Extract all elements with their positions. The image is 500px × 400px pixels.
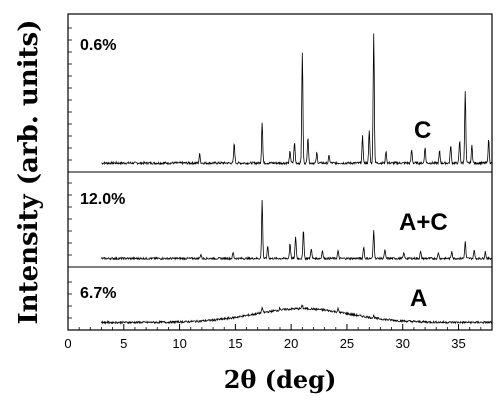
y-minor-ticks (68, 27, 72, 319)
x-axis-title: 2θ (deg) (224, 365, 337, 394)
panel-3-phase-label: A (410, 285, 427, 312)
x-tick-label: 10 (172, 336, 186, 351)
x-tick-label: 35 (451, 336, 465, 351)
panel-3-trace (101, 304, 493, 325)
panel-2-phase-label: A+C (399, 209, 448, 236)
x-tick-label: 20 (284, 336, 298, 351)
panel-2-percent-label: 12.0% (80, 191, 125, 208)
panel-2-trace (101, 199, 493, 261)
x-axis-ticks: 0 5 10 15 20 25 30 35 (64, 324, 482, 351)
x-tick-label: 15 (228, 336, 242, 351)
panel-1-trace (101, 33, 493, 166)
panel-1-phase-label: C (414, 117, 431, 144)
x-tick-label: 0 (64, 336, 71, 351)
y-axis-title: Intensity (arb. units) (14, 20, 44, 325)
x-tick-label: 5 (120, 336, 127, 351)
panel-3-percent-label: 6.7% (80, 285, 116, 302)
x-tick-label: 30 (396, 336, 410, 351)
panel-1-percent-label: 0.6% (80, 37, 116, 54)
diffraction-traces (101, 33, 493, 325)
x-tick-label: 25 (340, 336, 354, 351)
